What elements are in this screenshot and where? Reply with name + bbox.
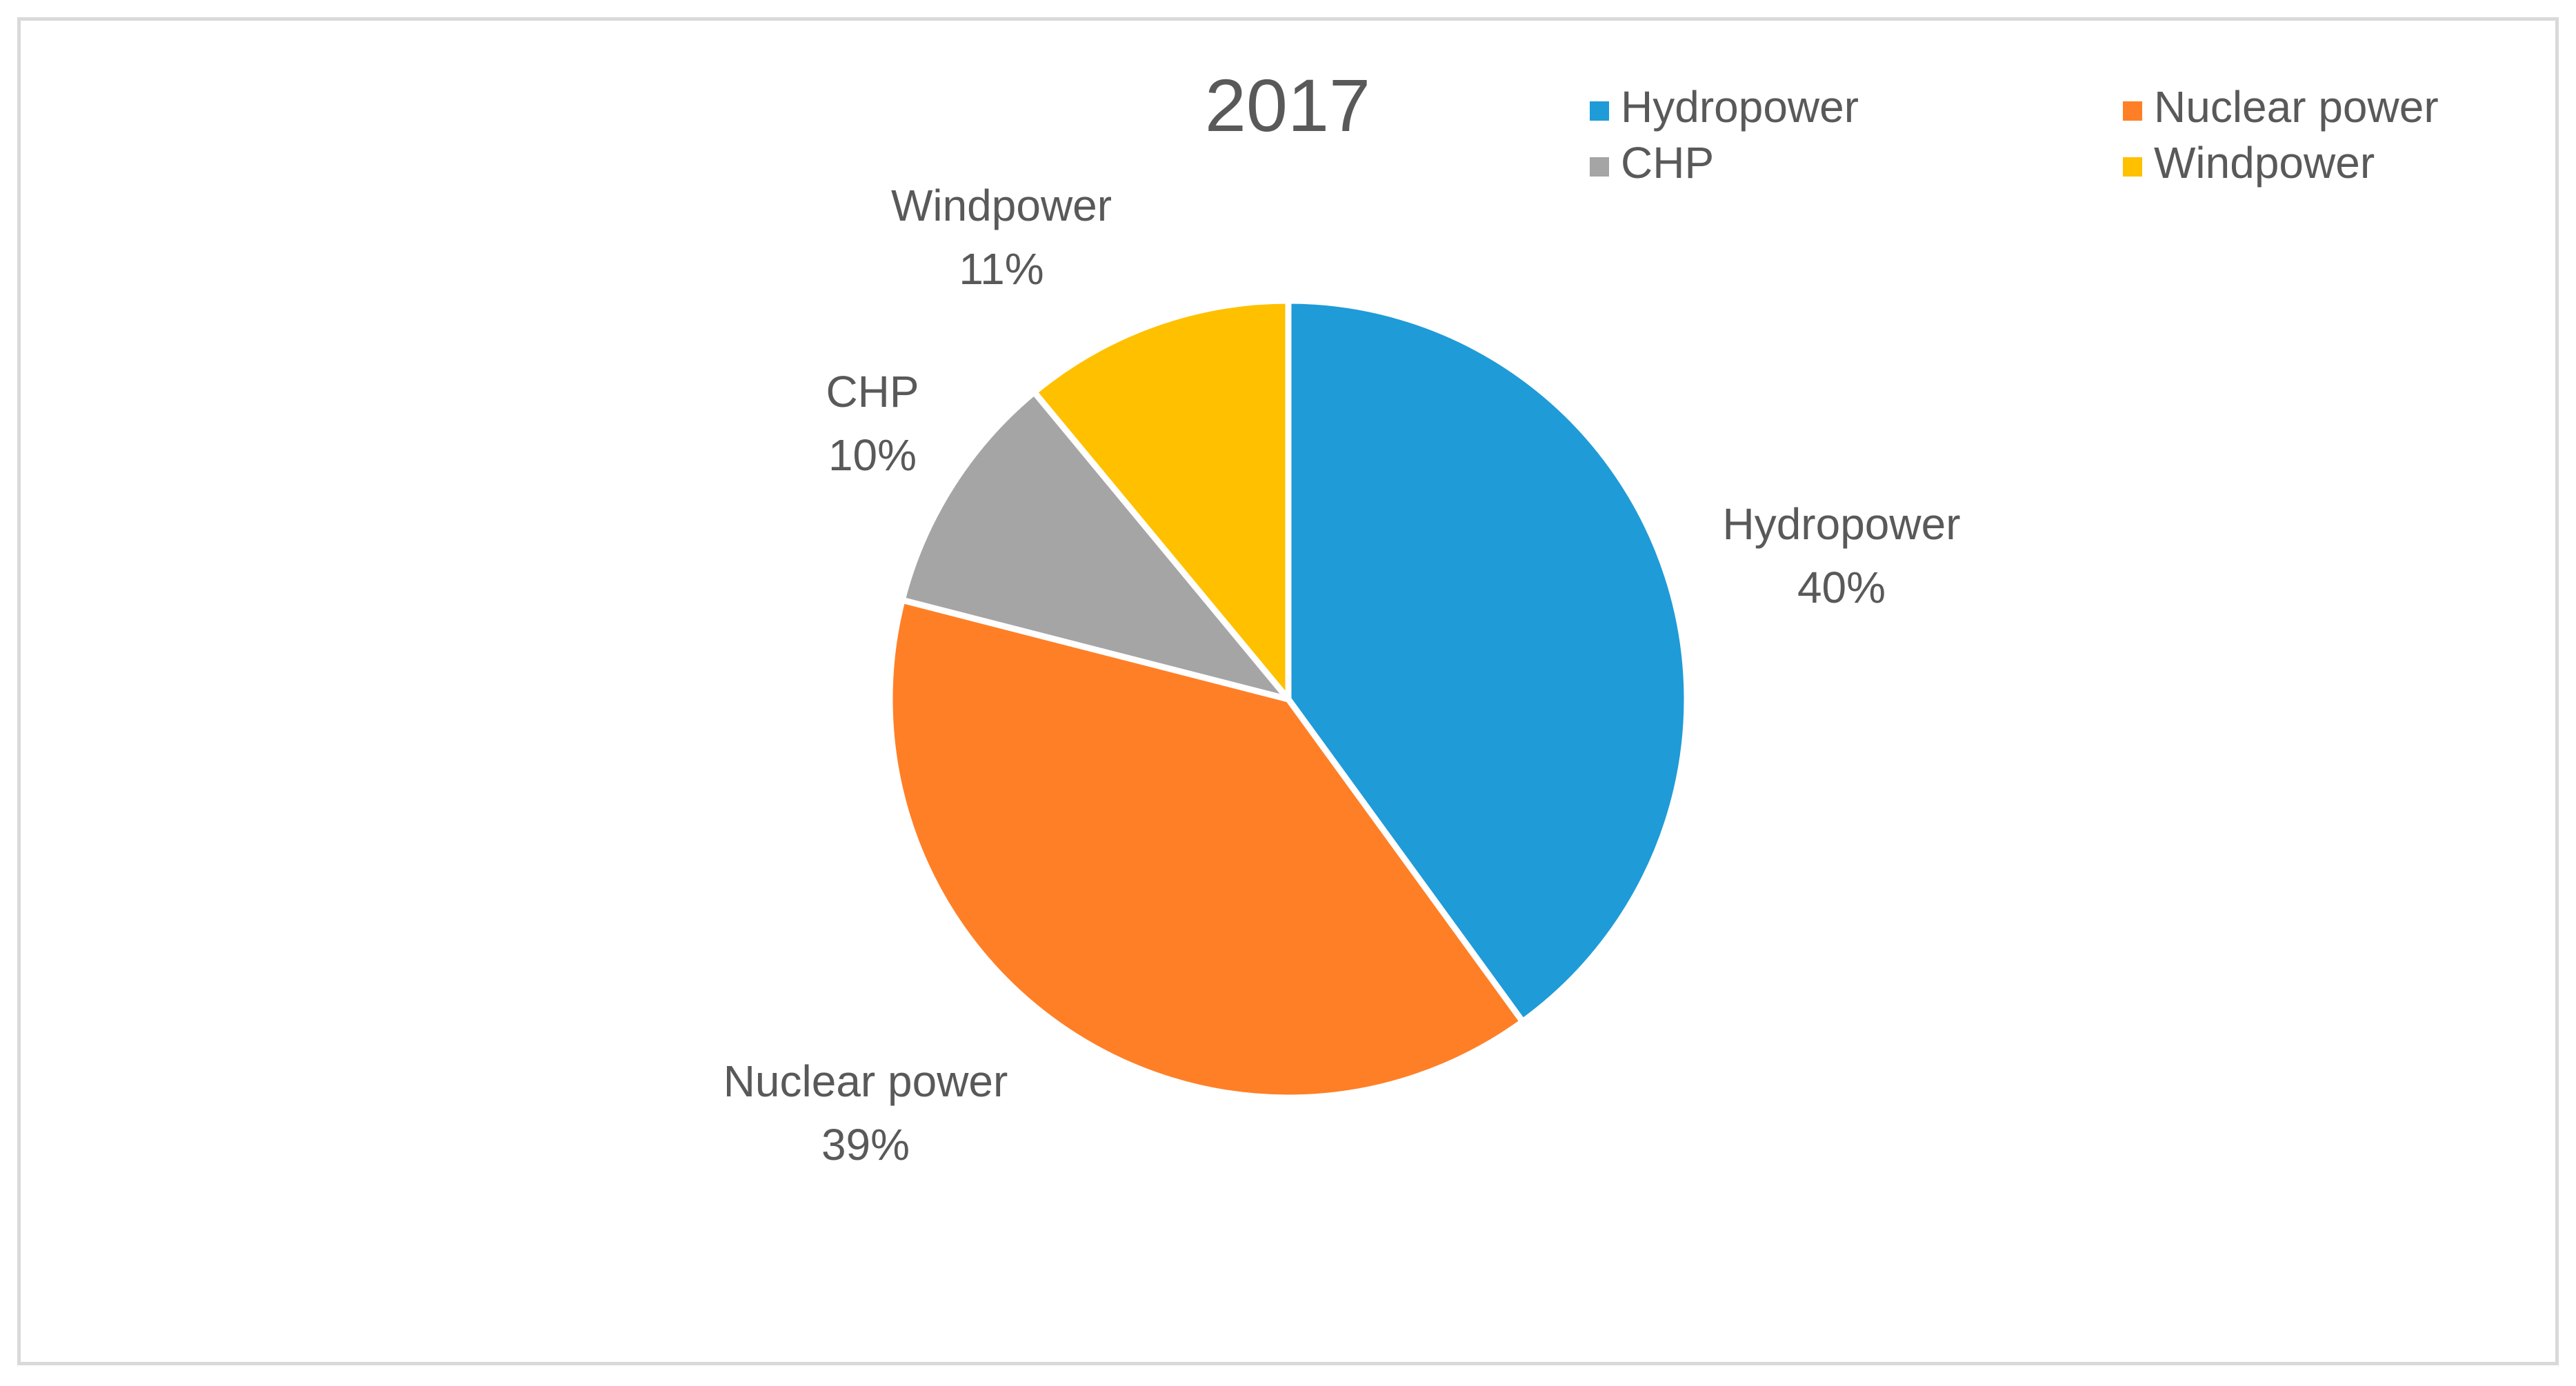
data-label-percent-hydropower: 40% <box>1797 563 1886 612</box>
legend-label-chp: CHP <box>1621 138 1714 188</box>
legend-label-nuclear-power: Nuclear power <box>2154 82 2439 132</box>
data-label-percent-nuclear-power: 39% <box>821 1120 910 1169</box>
legend-label-hydropower: Hydropower <box>1621 82 1859 132</box>
legend-label-windpower: Windpower <box>2154 138 2375 188</box>
data-label-category-hydropower: Hydropower <box>1722 499 1960 549</box>
data-label-category-chp: CHP <box>826 367 919 416</box>
pie-slice-hydropower <box>1285 297 1690 1025</box>
legend-swatch-chp <box>1590 157 1609 177</box>
data-label-percent-chp: 10% <box>828 430 917 480</box>
legend: Hydropower Nuclear power CHP Windpower <box>1590 82 2439 188</box>
pie-slice-windpower <box>1031 297 1292 703</box>
legend-swatch-windpower <box>2123 157 2142 177</box>
legend-swatch-hydropower <box>1590 101 1609 121</box>
chart-title: 2017 <box>1205 63 1370 147</box>
data-labels: Hydropower 40% Nuclear power 39% CHP 10% Windp… <box>723 181 1961 1169</box>
data-label-category-windpower: Windpower <box>891 181 1112 230</box>
data-label-percent-windpower: 11% <box>959 244 1044 294</box>
pie-slice-chp <box>899 389 1292 703</box>
legend-swatch-nuclear-power <box>2123 101 2142 121</box>
data-label-category-nuclear-power: Nuclear power <box>723 1056 1008 1106</box>
pie-slices <box>886 297 1690 1101</box>
pie-slice-nuclear-power <box>886 596 1526 1101</box>
